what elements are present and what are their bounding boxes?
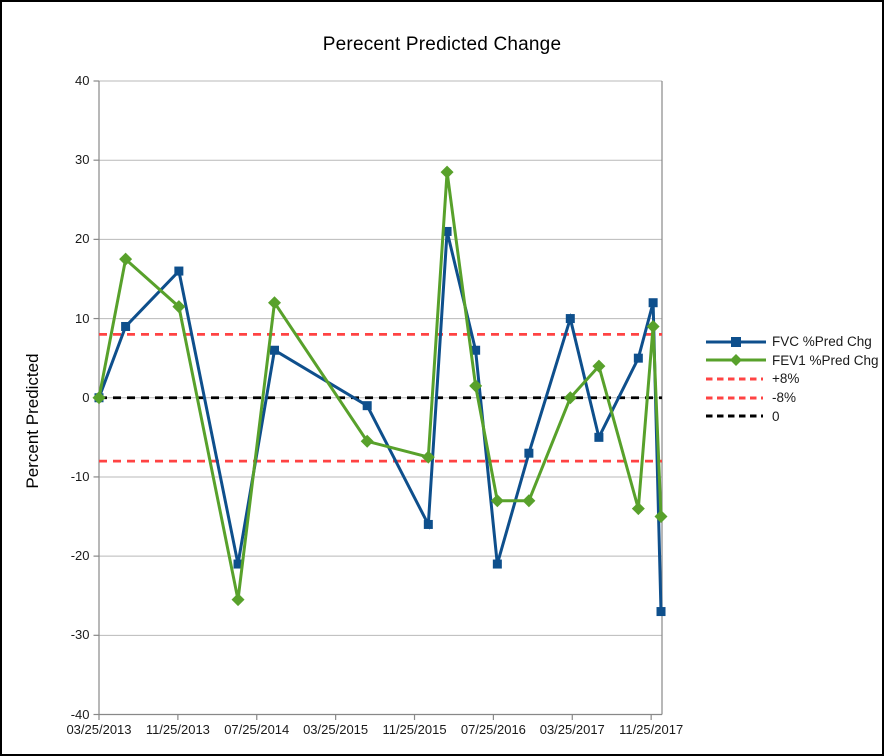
legend-label: FVC %Pred Chg [772, 334, 872, 349]
marker-diamond [522, 494, 536, 508]
y-tick-label: -10 [70, 468, 90, 484]
marker-diamond [92, 391, 106, 405]
marker-square [121, 321, 131, 331]
marker-square [648, 298, 658, 308]
legend-swatch [706, 354, 766, 367]
marker-diamond [654, 510, 668, 524]
chart-title: Perecent Predicted Change [322, 34, 562, 55]
legend-item-0: FVC %Pred Chg [705, 333, 872, 350]
x-tick-label: 03/25/2015 [303, 722, 369, 737]
legend-swatch [706, 396, 763, 400]
legend-swatch [706, 336, 766, 347]
marker-diamond [440, 165, 454, 179]
marker-diamond [172, 300, 186, 314]
x-tick-label: 07/25/2014 [224, 722, 290, 737]
marker-diamond [646, 319, 660, 333]
series-line-0 [97, 231, 663, 612]
legend-swatch [706, 414, 763, 418]
legend-item-4: 0 [705, 408, 780, 425]
y-tick-label: 10 [75, 310, 90, 326]
legend-item-1: FEV1 %Pred Chg [705, 352, 879, 369]
marker-square [362, 401, 372, 411]
x-tick-label: 11/25/2017 [619, 722, 684, 737]
y-tick-label: -40 [70, 706, 90, 722]
y-tick-label: -20 [70, 548, 90, 564]
marker-diamond [119, 252, 133, 266]
marker-square [233, 559, 243, 569]
marker-diamond [490, 494, 504, 508]
marker-square [174, 266, 184, 276]
marker-diamond [631, 502, 645, 516]
legend-swatch [706, 377, 763, 381]
marker-square [565, 314, 575, 324]
series-line-1 [97, 171, 663, 600]
marker-diamond [421, 450, 435, 464]
y-tick-label: -30 [70, 627, 90, 643]
marker-square [492, 559, 502, 569]
y-tick-label: 20 [75, 231, 90, 247]
legend: FVC %Pred Chg FEV1 %Pred Chg +8% -8% 0 [705, 333, 882, 428]
x-tick-label: 07/25/2016 [460, 722, 526, 737]
marker-square [594, 432, 604, 442]
legend-label: 0 [772, 408, 780, 424]
marker-diamond [592, 359, 606, 373]
legend-label: FEV1 %Pred Chg [772, 352, 879, 368]
marker-diamond [469, 379, 483, 393]
marker-square [442, 226, 452, 236]
y-tick-label: 30 [75, 152, 90, 168]
marker-diamond [268, 296, 282, 310]
marker-square [471, 345, 481, 355]
legend-item-2: +8% [705, 370, 799, 387]
legend-item-3: -8% [705, 389, 796, 406]
marker-diamond [563, 391, 577, 405]
x-tick-label: 11/25/2015 [382, 722, 447, 737]
marker-square [633, 353, 643, 363]
marker-diamond [360, 434, 374, 448]
legend-label: +8% [772, 371, 800, 387]
marker-square [423, 519, 433, 529]
x-tick-label: 11/25/2013 [145, 722, 210, 737]
marker-square [270, 345, 280, 355]
marker-square [656, 607, 666, 617]
y-tick-label: 0 [82, 389, 90, 405]
x-tick-label: 03/25/2017 [539, 722, 605, 737]
y-tick-label: 40 [75, 73, 90, 88]
x-tick-label: 03/25/2013 [66, 722, 132, 737]
legend-label: -8% [772, 390, 797, 406]
marker-square [524, 448, 534, 458]
marker-diamond [231, 593, 245, 607]
